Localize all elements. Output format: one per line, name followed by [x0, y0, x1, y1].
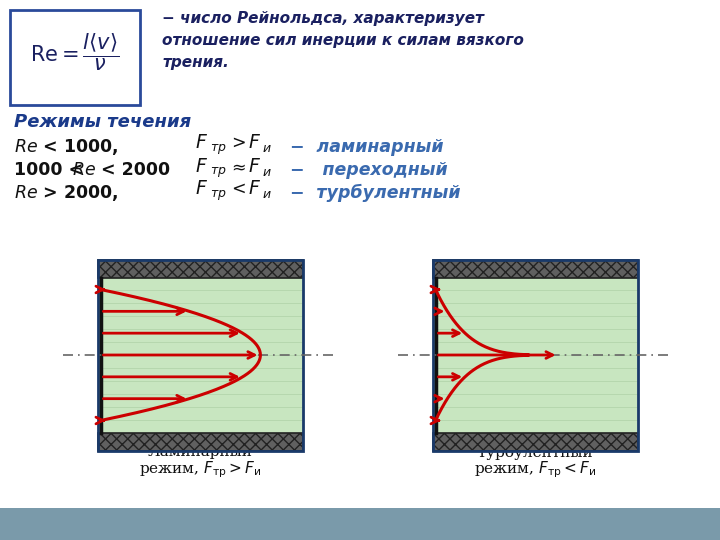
Text: отношение сил инерции к силам вязкого: отношение сил инерции к силам вязкого	[162, 32, 524, 48]
Text: $\it{Re}$ < 1000,: $\it{Re}$ < 1000,	[14, 137, 119, 157]
Bar	[10, 10, 140, 105]
Text: $\approx$: $\approx$	[228, 157, 246, 175]
Bar	[97, 278, 302, 433]
Text: $<$: $<$	[228, 180, 246, 198]
Text: $\mathbf{\it{тр}}$: $\mathbf{\it{тр}}$	[210, 165, 227, 179]
Text: $\mathbf{\it{тр}}$: $\mathbf{\it{тр}}$	[210, 188, 227, 202]
Text: $\mathbf{\it{F}}$: $\mathbf{\it{F}}$	[248, 157, 261, 176]
Text: 1000 <: 1000 <	[14, 161, 89, 179]
Text: режим, $F_{\rm тр} < F_{\rm и}$: режим, $F_{\rm тр} < F_{\rm и}$	[474, 460, 596, 480]
Text: $\mathrm{Re} = \dfrac{l\langle v \rangle}{\nu}$: $\mathrm{Re} = \dfrac{l\langle v \rangle…	[30, 32, 120, 73]
Text: режим, $F_{\rm тр} > F_{\rm и}$: режим, $F_{\rm тр} > F_{\rm и}$	[139, 460, 261, 480]
Text: − число Рейнольдса, характеризует: − число Рейнольдса, характеризует	[162, 10, 484, 25]
Bar	[97, 260, 302, 450]
Bar	[97, 260, 302, 278]
Text: Турбулентный: Турбулентный	[477, 444, 593, 460]
Text: $\mathbf{\it{F}}$: $\mathbf{\it{F}}$	[195, 133, 208, 152]
Text: $\mathbf{\it{F}}$: $\mathbf{\it{F}}$	[248, 133, 261, 152]
Text: < 2000: < 2000	[95, 161, 170, 179]
Text: Ламинарный: Ламинарный	[148, 445, 253, 459]
Bar	[97, 433, 302, 450]
Text: $\mathbf{\it{Re}}$: $\mathbf{\it{Re}}$	[72, 161, 96, 179]
Text: $>$: $>$	[228, 134, 246, 152]
Text: $\mathbf{\it{F}}$: $\mathbf{\it{F}}$	[195, 179, 208, 199]
Text: $\mathbf{\it{и}}$: $\mathbf{\it{и}}$	[262, 143, 271, 156]
Text: трения.: трения.	[162, 55, 229, 70]
Bar	[433, 433, 637, 450]
Text: $\mathbf{\it{и}}$: $\mathbf{\it{и}}$	[262, 165, 271, 179]
Text: $\mathbf{\it{F}}$: $\mathbf{\it{F}}$	[248, 179, 261, 199]
Text: −  ламинарный: − ламинарный	[290, 138, 444, 156]
Text: $\mathbf{\it{F}}$: $\mathbf{\it{F}}$	[195, 157, 208, 176]
Text: $\it{Re}$ > 2000,: $\it{Re}$ > 2000,	[14, 183, 119, 203]
Bar	[433, 260, 637, 278]
Bar	[0, 508, 720, 540]
Bar	[433, 278, 637, 433]
Text: −  турбулентный: − турбулентный	[290, 184, 461, 202]
Text: $\mathbf{\it{тр}}$: $\mathbf{\it{тр}}$	[210, 142, 227, 156]
Text: Режимы течения: Режимы течения	[14, 113, 191, 131]
Text: $\mathbf{\it{и}}$: $\mathbf{\it{и}}$	[262, 188, 271, 201]
Text: −   переходный: − переходный	[290, 161, 448, 179]
Bar	[433, 260, 637, 450]
